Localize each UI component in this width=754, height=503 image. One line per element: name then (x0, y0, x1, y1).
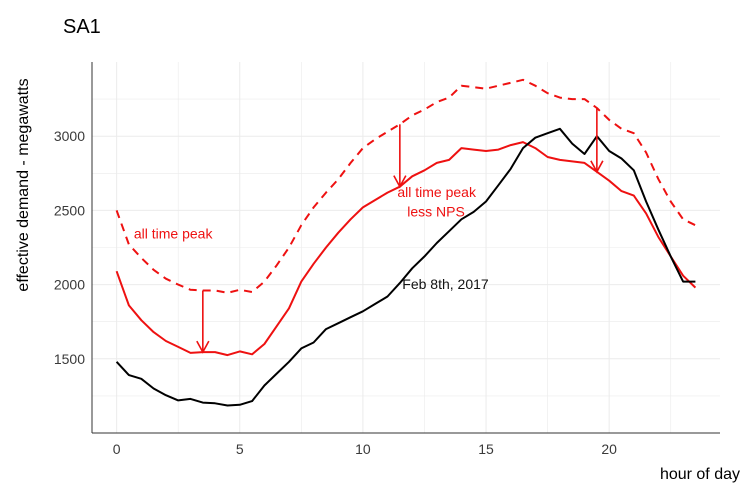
x-axis-title: hour of day (660, 466, 740, 483)
annotation-label: less NPS (407, 203, 465, 219)
arrow-head (590, 160, 604, 174)
y-tick-label: 2500 (54, 202, 85, 218)
series-line-feb8 (115, 127, 696, 407)
series-line-less-nps (115, 141, 697, 357)
y-tick-label: 2000 (54, 277, 85, 293)
y-tick-label: 1500 (54, 351, 85, 367)
tick-labels: 0 5 10 15 20 1500 2000 2500 3000 (54, 128, 617, 457)
arrow-head (393, 175, 407, 189)
annotation-label: Feb 8th, 2017 (402, 276, 489, 292)
x-tick-label: 5 (236, 441, 244, 457)
y-axis-title: effective demand - megawatts (15, 78, 32, 291)
x-tick-label: 15 (478, 441, 494, 457)
grid (92, 62, 720, 433)
series-line-all-time-peak (115, 78, 696, 294)
annotation-label: all time peak (397, 184, 477, 200)
series-lines (115, 78, 697, 407)
chart-title: SA1 (63, 16, 101, 38)
axes (91, 62, 720, 434)
annotations: all time peak all time peak less NPS Feb 8t… (134, 184, 489, 292)
x-tick-label: 0 (113, 441, 121, 457)
arrows (196, 108, 604, 354)
annotation-label: all time peak (134, 226, 214, 242)
y-tick-label: 3000 (54, 128, 85, 144)
x-tick-label: 20 (601, 441, 617, 457)
arrow-head (196, 340, 210, 354)
x-tick-label: 10 (355, 441, 371, 457)
